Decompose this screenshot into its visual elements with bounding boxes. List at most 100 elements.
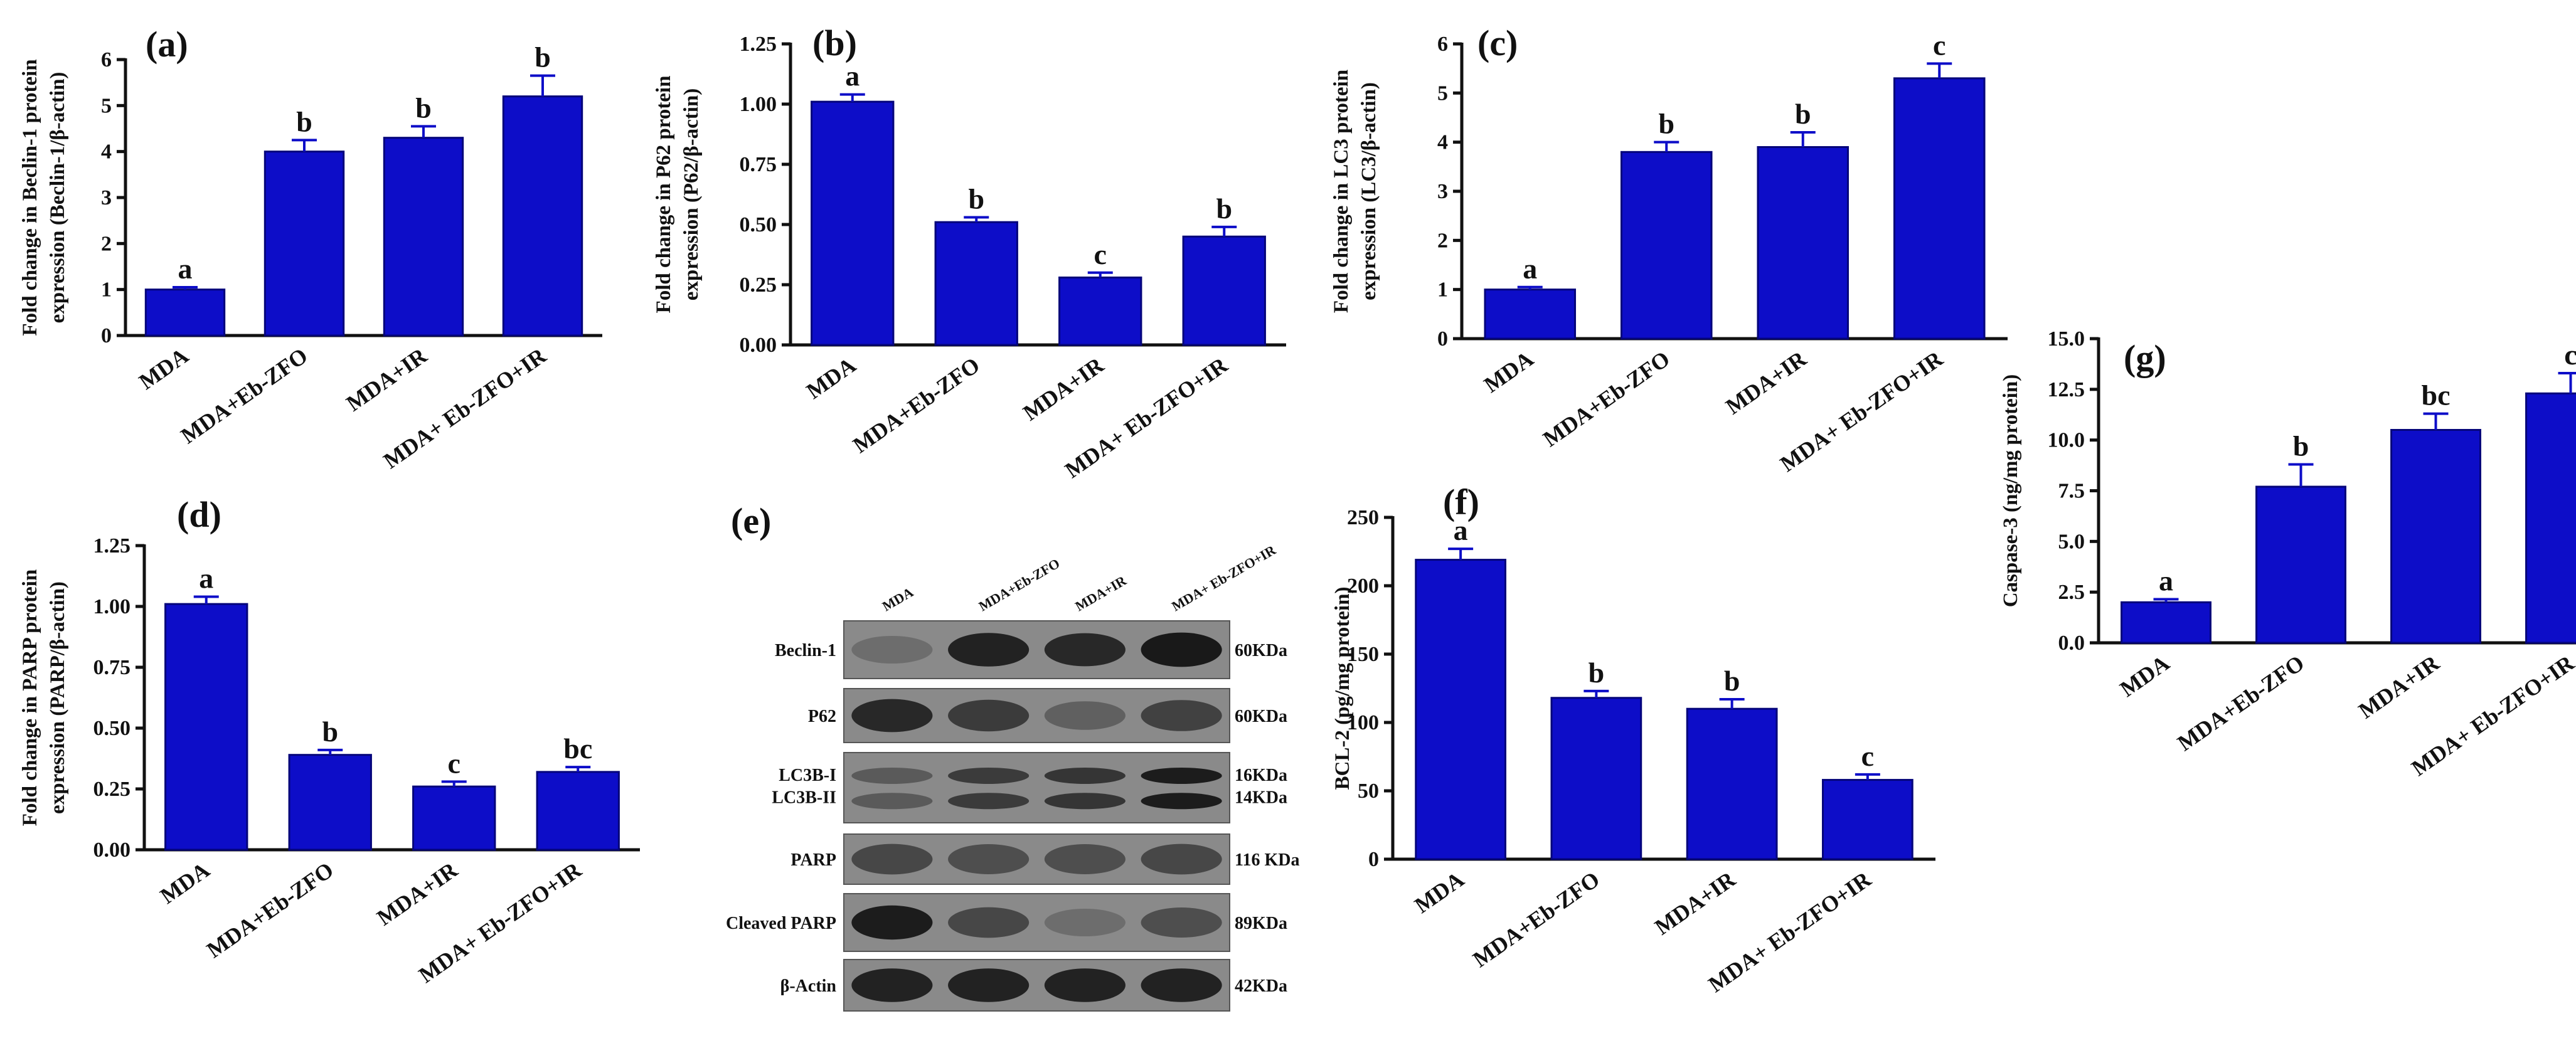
blot-band	[1141, 907, 1222, 938]
blot-row-label: Cleaved PARP	[726, 914, 836, 933]
blot-row: Cleaved PARP 89KDa	[726, 893, 1287, 952]
blot-row: P62 60KDa	[808, 688, 1287, 743]
chart-g: (g) Caspase-3 (ng/mg protein) 0.0 2.5 5.0 7.5…	[1999, 327, 2576, 781]
bar	[1893, 77, 1986, 340]
bar	[2390, 429, 2481, 644]
y-tick-label: 250	[1347, 506, 1379, 529]
y-axis-title: Fold change in P62 protein	[652, 76, 675, 314]
lane-label: MDA+Eb-ZFO	[976, 555, 1063, 614]
x-category-label: MDA	[2116, 650, 2174, 702]
x-category-label: MDA+Eb-ZFO	[2173, 650, 2309, 756]
y-tick-label: 1.00	[740, 93, 777, 116]
significance-letter: c	[1861, 740, 1874, 772]
y-tick-label: 100	[1347, 711, 1379, 734]
x-category-label: MDA+Eb-ZFO	[1538, 346, 1674, 452]
blot-strip-border	[843, 959, 1230, 1012]
bar	[1484, 288, 1577, 340]
blot-band	[851, 699, 933, 732]
y-tick-label: 1.00	[93, 595, 131, 618]
blot-size-label: 14KDa	[1235, 788, 1287, 808]
blot-band	[948, 633, 1030, 667]
lane-label: MDA	[880, 584, 916, 614]
y-axis-title: expression (PARP/β-actin)	[46, 581, 69, 814]
bar	[2525, 392, 2576, 644]
y-axis-title: Fold change in PARP protein	[19, 569, 41, 826]
blot-band	[851, 844, 933, 875]
blot-band	[851, 905, 933, 940]
bar	[288, 754, 372, 851]
blot-band	[948, 968, 1030, 1002]
bar	[934, 221, 1018, 346]
y-tick-label: 15.0	[2048, 327, 2085, 351]
blot-band	[1141, 767, 1222, 784]
blot-strip-border	[843, 620, 1230, 679]
significance-letter: b	[1589, 657, 1605, 689]
panel-label: (g)	[2124, 337, 2166, 378]
blot-row-label: LC3B-II	[772, 788, 836, 808]
bar	[2255, 485, 2346, 644]
blot-band	[851, 767, 933, 784]
x-category-label: MDA	[1479, 346, 1538, 398]
blot-band	[948, 907, 1030, 938]
blot-row-label: Beclin-1	[775, 641, 836, 660]
x-category-label: MDA+IR	[342, 342, 432, 416]
bar	[1550, 697, 1642, 860]
blot-strip-border	[843, 752, 1230, 823]
y-tick-label: 10.0	[2048, 429, 2085, 452]
significance-letter: c	[448, 747, 460, 779]
bar	[1757, 146, 1850, 340]
significance-letter: b	[322, 716, 338, 748]
x-category-label: MDA+Eb-ZFO	[1468, 867, 1604, 972]
bar	[536, 771, 620, 851]
x-category-label: MDA	[134, 343, 193, 394]
y-tick-label: 2.5	[2058, 581, 2085, 604]
blot-band	[851, 968, 933, 1002]
blot-band	[1141, 844, 1222, 875]
y-tick-label: 1.25	[93, 534, 131, 558]
blot-strip	[844, 753, 1230, 823]
bar	[412, 785, 496, 851]
significance-letter: b	[968, 182, 984, 214]
bar	[144, 288, 226, 337]
y-tick-label: 2	[1437, 229, 1448, 252]
significance-letter: b	[535, 41, 551, 73]
chart-d: (d) Fold change in PARP protein expression…	[19, 494, 640, 988]
y-tick-label: 6	[101, 48, 112, 71]
significance-letter: b	[1795, 98, 1811, 130]
bar	[2121, 601, 2211, 644]
x-category-label: MDA	[1410, 867, 1468, 918]
y-tick-label: 150	[1347, 643, 1379, 666]
blot-band	[1141, 793, 1222, 810]
blot-row-label: β-Actin	[780, 976, 837, 996]
significance-letter: b	[2293, 430, 2309, 462]
x-category-label: MDA+IR	[372, 857, 462, 930]
panel-label: (b)	[812, 23, 857, 63]
blot-row-label: LC3B-I	[779, 766, 836, 785]
bar	[502, 95, 583, 337]
significance-letter: a	[2159, 564, 2173, 596]
y-tick-label: 12.5	[2048, 378, 2085, 401]
blot-row-label: P62	[808, 707, 836, 726]
bar	[1822, 779, 1913, 860]
y-axis-title: expression (LC3/β-actin)	[1358, 82, 1380, 300]
significance-letter: a	[199, 562, 213, 594]
blot-row: PARP 116 KDa	[790, 833, 1299, 885]
y-tick-label: 1	[101, 278, 112, 302]
blot-band	[948, 793, 1030, 810]
y-tick-label: 50	[1358, 780, 1379, 803]
blot-row: LC3B-I LC3B-II 16KDa 14KDa	[772, 752, 1287, 823]
blot-band	[1141, 700, 1222, 731]
lane-label: MDA+IR	[1072, 572, 1129, 614]
bar	[1686, 707, 1778, 860]
bar	[383, 137, 464, 337]
significance-letter: c	[2564, 339, 2576, 371]
blot-strip-border	[843, 688, 1230, 743]
x-category-label: MDA+Eb-ZFO	[176, 343, 312, 448]
bar	[164, 603, 248, 851]
x-category-label: MDA	[802, 352, 860, 404]
western-blot: (e)MDA MDA+Eb-ZFO MDA+IR MDA+ Eb-ZFO+IRBecl…	[726, 500, 1299, 1012]
blot-band	[1044, 909, 1126, 936]
significance-letter: a	[845, 60, 860, 92]
blot-band	[948, 699, 1030, 732]
blot-band	[948, 767, 1030, 784]
